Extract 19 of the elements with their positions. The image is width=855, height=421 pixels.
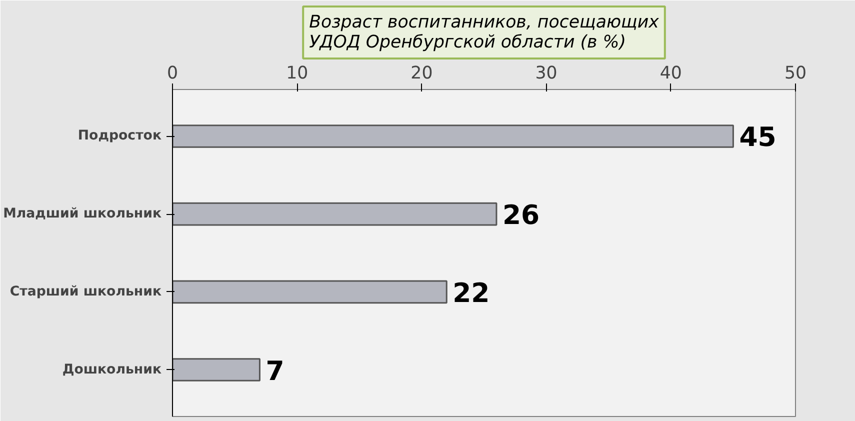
- x-tick-label: 30: [535, 64, 558, 84]
- y-tick-label: Подросток: [78, 128, 162, 144]
- bar: [172, 358, 260, 382]
- data-label: 45: [739, 122, 776, 154]
- x-tick-label: 10: [286, 64, 308, 84]
- chart-title: Возраст воспитанников, посещающих УДОД Оренбургской области (в %): [309, 12, 660, 52]
- y-tick-label: Младший школьник: [3, 206, 162, 222]
- y-tick-label: Дошкольник: [62, 362, 162, 378]
- bar: [172, 124, 734, 148]
- data-label: 7: [266, 356, 284, 387]
- x-tick-label: 0: [166, 64, 178, 84]
- x-tick-label: 50: [784, 64, 807, 84]
- bar: [172, 280, 448, 304]
- x-tick-label: 20: [410, 64, 433, 84]
- bar: [172, 202, 498, 226]
- data-label: 22: [452, 278, 490, 309]
- y-tick-label: Старший школьник: [10, 284, 162, 300]
- x-tick-label: 40: [660, 64, 682, 84]
- data-label: 26: [502, 200, 540, 232]
